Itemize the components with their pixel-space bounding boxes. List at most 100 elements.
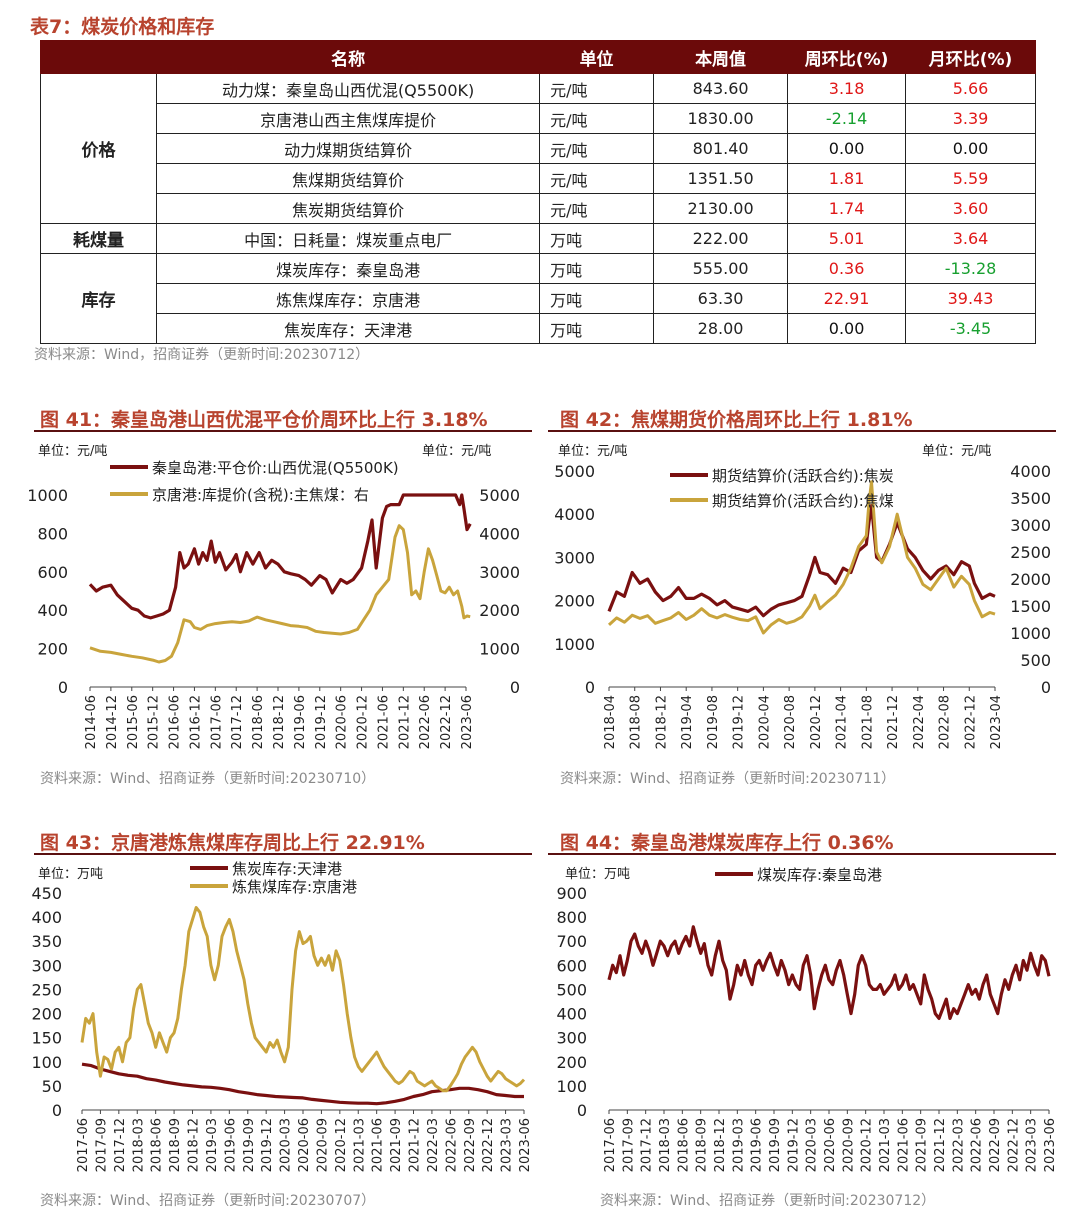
x-tick-label: 2022-12 — [1006, 1118, 1021, 1172]
row-wow: 22.91 — [787, 283, 907, 314]
header-blank — [39, 40, 158, 74]
x-tick-label: 2019-03 — [205, 1118, 220, 1172]
series-line-1 — [88, 493, 472, 620]
row-name: 京唐港山西主焦煤库提价 — [156, 103, 541, 134]
unit-left-label: 单位：万吨 — [565, 867, 630, 882]
series-line-2 — [80, 906, 526, 1093]
x-tick-label: 2020-12 — [334, 1118, 349, 1172]
group-label-price: 价格 — [39, 73, 158, 224]
x-tick-label: 2018-12 — [654, 695, 669, 749]
table-header-row: 名称 单位 本周值 周环比(%) 月环比(%) — [39, 40, 1036, 74]
y-tick-left: 100 — [556, 1077, 587, 1096]
unit-left-label: 单位：元/吨 — [558, 444, 627, 459]
x-tick-label: 2021-08 — [860, 695, 875, 749]
row-mom: 5.59 — [905, 163, 1036, 194]
unit-right-label: 单位：元/吨 — [422, 444, 491, 459]
table-row: 动力煤期货结算价 元/吨 801.40 0.00 0.00 — [41, 133, 1036, 164]
row-name: 焦炭期货结算价 — [156, 193, 541, 224]
y-tick-left: 0 — [577, 1101, 587, 1120]
x-tick-label: 2018-04 — [603, 695, 618, 749]
y-tick-left: 450 — [31, 884, 62, 903]
x-tick-label: 2023-06 — [460, 695, 475, 749]
x-tick-label: 2023-03 — [500, 1118, 515, 1172]
legend-label-1: 煤炭库存:秦皇岛港 — [757, 866, 882, 884]
x-tick-label: 2014-06 — [84, 695, 99, 749]
row-value: 222.00 — [653, 223, 789, 254]
row-wow: -2.14 — [787, 103, 907, 134]
y-tick-left: 0 — [52, 1101, 62, 1120]
y-tick-right: 3000 — [479, 563, 520, 582]
x-tick-label: 2019-06 — [293, 695, 308, 749]
y-tick-left: 800 — [556, 908, 587, 927]
y-tick-left: 0 — [585, 678, 595, 697]
y-tick-left: 3000 — [554, 548, 595, 567]
group-label-consume: 耗煤量 — [39, 223, 158, 254]
x-tick-label: 2014-12 — [105, 695, 120, 749]
x-tick-label: 2021-12 — [886, 695, 901, 749]
x-tick-label: 2023-03 — [1025, 1118, 1040, 1172]
fig42-chart: 单位：元/吨 单位：元/吨 0 1000 2000 3000 4000 5000 0 500 100… — [554, 444, 1051, 749]
x-tick-label: 2019-12 — [314, 695, 329, 749]
row-mom: 3.39 — [905, 103, 1036, 134]
y-tick-left: 600 — [556, 956, 587, 975]
series-line-2 — [607, 480, 996, 635]
row-name: 焦炭库存：天津港 — [156, 313, 541, 344]
x-tick-label: 2017-12 — [113, 1118, 128, 1172]
x-tick-label: 2018-06 — [676, 1118, 691, 1172]
x-tick-label: 2019-03 — [731, 1118, 746, 1172]
x-tick-label: 2017-06 — [209, 695, 224, 749]
y-tick-right: 1000 — [1010, 624, 1051, 643]
fig42-source: 资料来源：Wind、招商证券（更新时间:20230711） — [560, 771, 896, 787]
table-row: 库存 煤炭库存：秦皇岛港 万吨 555.00 0.36 -13.28 — [39, 253, 1036, 344]
x-tick-label: 2019-12 — [260, 1118, 275, 1172]
y-tick-left: 400 — [31, 908, 62, 927]
row-unit: 元/吨 — [539, 133, 655, 164]
row-wow: 1.74 — [787, 193, 907, 224]
x-tick-label: 2020-08 — [783, 695, 798, 749]
x-tick-label: 2019-06 — [223, 1118, 238, 1172]
x-tick-label: 2021-04 — [835, 695, 850, 749]
y-tick-left: 300 — [31, 956, 62, 975]
row-name: 炼焦煤库存：京唐港 — [156, 283, 541, 314]
legend-label-1: 焦炭库存:天津港 — [232, 860, 342, 878]
x-tick-label: 2020-03 — [805, 1118, 820, 1172]
y-tick-left: 400 — [556, 1005, 587, 1024]
y-tick-left: 400 — [37, 601, 68, 620]
y-tick-left: 1000 — [554, 635, 595, 654]
series-line-1 — [81, 1062, 524, 1106]
header-unit: 单位 — [539, 40, 655, 74]
x-tick-label: 2021-06 — [371, 1118, 386, 1172]
row-name: 煤炭库存：秦皇岛港 — [156, 253, 541, 284]
x-tick-label: 2020-12 — [356, 695, 371, 749]
row-unit: 万吨 — [539, 313, 655, 344]
x-tick-label: 2017-06 — [603, 1118, 618, 1172]
y-tick-left: 200 — [31, 1005, 62, 1024]
coal-price-stock-table: 名称 单位 本周值 周环比(%) 月环比(%) 价格 动力煤：秦皇岛山西优混(Q5… — [39, 40, 1036, 344]
x-tick-label: 2019-12 — [732, 695, 747, 749]
x-tick-label: 2018-12 — [272, 695, 287, 749]
fig44-rule — [548, 853, 1056, 855]
y-tick-left: 0 — [58, 678, 68, 697]
fig41-chart: 单位：元/吨 单位：元/吨 0 200 400 600 800 1000 0 1000 2000 30… — [27, 444, 520, 749]
x-tick-label: 2019-09 — [768, 1118, 783, 1172]
x-tick-label: 2015-12 — [147, 695, 162, 749]
x-tick-label: 2021-03 — [352, 1118, 367, 1172]
x-tick-label: 2021-12 — [397, 695, 412, 749]
x-tick-label: 2022-06 — [444, 1118, 459, 1172]
y-tick-left: 250 — [31, 980, 62, 999]
x-tick-label: 2020-12 — [809, 695, 824, 749]
series-line-1 — [607, 925, 1051, 1020]
row-unit: 元/吨 — [539, 73, 655, 104]
x-tick-label: 2016-06 — [168, 695, 183, 749]
x-tick-label: 2022-04 — [912, 695, 927, 749]
x-tick-label: 2023-06 — [518, 1118, 533, 1172]
x-tick-label: 2020-06 — [335, 695, 350, 749]
y-tick-right: 2000 — [1010, 570, 1051, 589]
header-wow: 周环比(%) — [787, 40, 907, 74]
y-tick-right: 1000 — [479, 640, 520, 659]
header-value: 本周值 — [653, 40, 789, 74]
x-tick-label: 2018-08 — [629, 695, 644, 749]
x-tick-label: 2021-12 — [933, 1118, 948, 1172]
x-tick-label: 2018-12 — [713, 1118, 728, 1172]
